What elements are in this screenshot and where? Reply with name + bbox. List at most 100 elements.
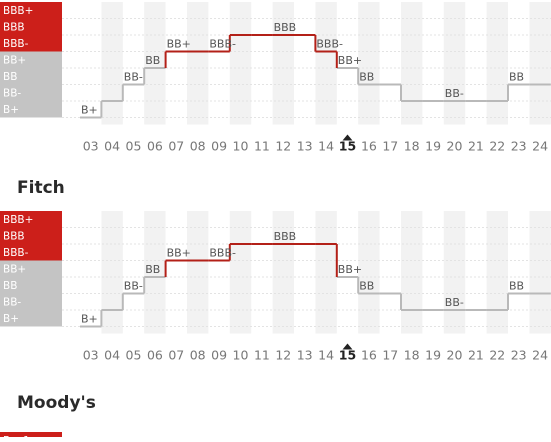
year-tick-08: 08 [190, 139, 206, 154]
rating-band-label: B+ [3, 104, 19, 116]
year-tick-18: 18 [404, 348, 420, 363]
year-tick-12: 12 [275, 139, 291, 154]
rating-band-label: BBB- [3, 247, 29, 259]
rating-band-5 [0, 84, 62, 101]
year-tick-13: 13 [297, 348, 313, 363]
current-year-marker-icon [342, 134, 353, 141]
rating-band-4 [0, 68, 62, 85]
rating-label-16: BB [359, 280, 374, 293]
rating-band-label: BB+ [3, 55, 26, 67]
year-column-shade [229, 2, 252, 125]
rating-band-label: BB- [3, 88, 21, 100]
year-column-shade [401, 2, 423, 125]
rating-label-12: BBB [274, 230, 297, 243]
year-tick-23: 23 [511, 348, 527, 363]
section-heading-fitch: Fitch [17, 178, 65, 198]
year-tick-15: 15 [339, 348, 356, 363]
year-column-shade [443, 2, 466, 125]
year-column-shade [529, 211, 551, 334]
rating-label-05: BB- [124, 280, 143, 293]
year-tick-05: 05 [126, 139, 142, 154]
year-tick-15: 15 [339, 139, 356, 154]
year-tick-20: 20 [447, 139, 463, 154]
year-tick-21: 21 [468, 348, 484, 363]
rating-band-label: BBB+ [3, 214, 33, 226]
rating-label-14: BBB- [316, 38, 343, 51]
year-column-shade [187, 211, 209, 334]
year-column-shade [101, 211, 123, 334]
rating-band-6 [0, 101, 62, 118]
year-tick-17: 17 [382, 348, 398, 363]
rating-band-label: B+ [3, 313, 19, 325]
rating-band-3 [0, 260, 62, 277]
chart-panel-2: BBB+ BBB BBB- BB+ BB BB- B+ B+ BB- BB BB+ BBB- BBB BB… [0, 209, 551, 374]
rating-band-2 [0, 35, 62, 52]
rating-band-4 [0, 277, 62, 294]
year-tick-10: 10 [233, 139, 249, 154]
section-heading-moodys: Moody's [17, 393, 96, 413]
year-column-shade [229, 211, 252, 334]
year-tick-12: 12 [275, 348, 291, 363]
rating-label-16: BB [359, 71, 374, 84]
year-column-shade [486, 2, 508, 125]
year-column-shade [358, 211, 380, 334]
year-tick-20: 20 [447, 348, 463, 363]
rating-band-label: BBB+ [3, 5, 33, 17]
rating-band-3 [0, 51, 62, 68]
year-column-shade [486, 211, 508, 334]
year-column-shade [443, 211, 466, 334]
year-tick-18: 18 [404, 139, 420, 154]
year-tick-07: 07 [168, 348, 184, 363]
rating-history-chart-3: Baa1 [0, 432, 62, 442]
year-tick-16: 16 [361, 348, 377, 363]
rating-label-23: BB [509, 71, 524, 84]
rating-band-0 [0, 2, 62, 19]
rating-band-label: BB [3, 280, 17, 292]
rating-band-2 [0, 244, 62, 261]
year-tick-08: 08 [190, 348, 206, 363]
year-column-shade [101, 2, 123, 125]
rating-label-06: BB [145, 54, 160, 67]
year-tick-09: 09 [211, 139, 227, 154]
rating-band-label: BB+ [3, 264, 26, 276]
year-tick-21: 21 [468, 139, 484, 154]
year-tick-22: 22 [489, 348, 505, 363]
year-tick-04: 04 [104, 139, 120, 154]
rating-band-label: BB- [3, 297, 21, 309]
rating-label-12: BBB [274, 21, 297, 34]
rating-label-05: BB- [124, 71, 143, 84]
year-tick-05: 05 [126, 348, 142, 363]
rating-band-label: BBB- [3, 38, 29, 50]
year-tick-14: 14 [318, 139, 334, 154]
year-tick-16: 16 [361, 139, 377, 154]
current-year-marker-icon [342, 343, 353, 350]
rating-label-09: BBB- [209, 38, 236, 51]
year-tick-09: 09 [211, 348, 227, 363]
year-tick-24: 24 [532, 348, 548, 363]
year-tick-13: 13 [297, 139, 313, 154]
rating-label-07: BB+ [167, 38, 191, 51]
rating-label-20: BB- [445, 87, 464, 100]
rating-band-0 [0, 211, 62, 228]
year-tick-11: 11 [254, 348, 270, 363]
year-tick-03: 03 [83, 348, 99, 363]
year-column-shade [144, 211, 166, 334]
year-tick-23: 23 [511, 139, 527, 154]
year-tick-11: 11 [254, 139, 270, 154]
rating-band-label: BBB [3, 22, 25, 34]
year-tick-10: 10 [233, 348, 249, 363]
year-column-shade [272, 2, 294, 125]
rating-label-03: B+ [81, 313, 98, 326]
year-column-shade [529, 2, 551, 125]
year-column-shade [315, 2, 337, 125]
year-column-shade [401, 211, 423, 334]
year-tick-19: 19 [425, 139, 441, 154]
year-column-shade [358, 2, 380, 125]
year-column-shade [144, 2, 166, 125]
chart-panel-3: Baa1 [0, 424, 551, 442]
year-tick-06: 06 [147, 348, 163, 363]
chart-panel-1: BBB+ BBB BBB- BB+ BB BB- B+ B+ BB- BB BB+ BBB- BBB BB… [0, 0, 551, 165]
year-tick-04: 04 [104, 348, 120, 363]
year-tick-24: 24 [532, 139, 548, 154]
